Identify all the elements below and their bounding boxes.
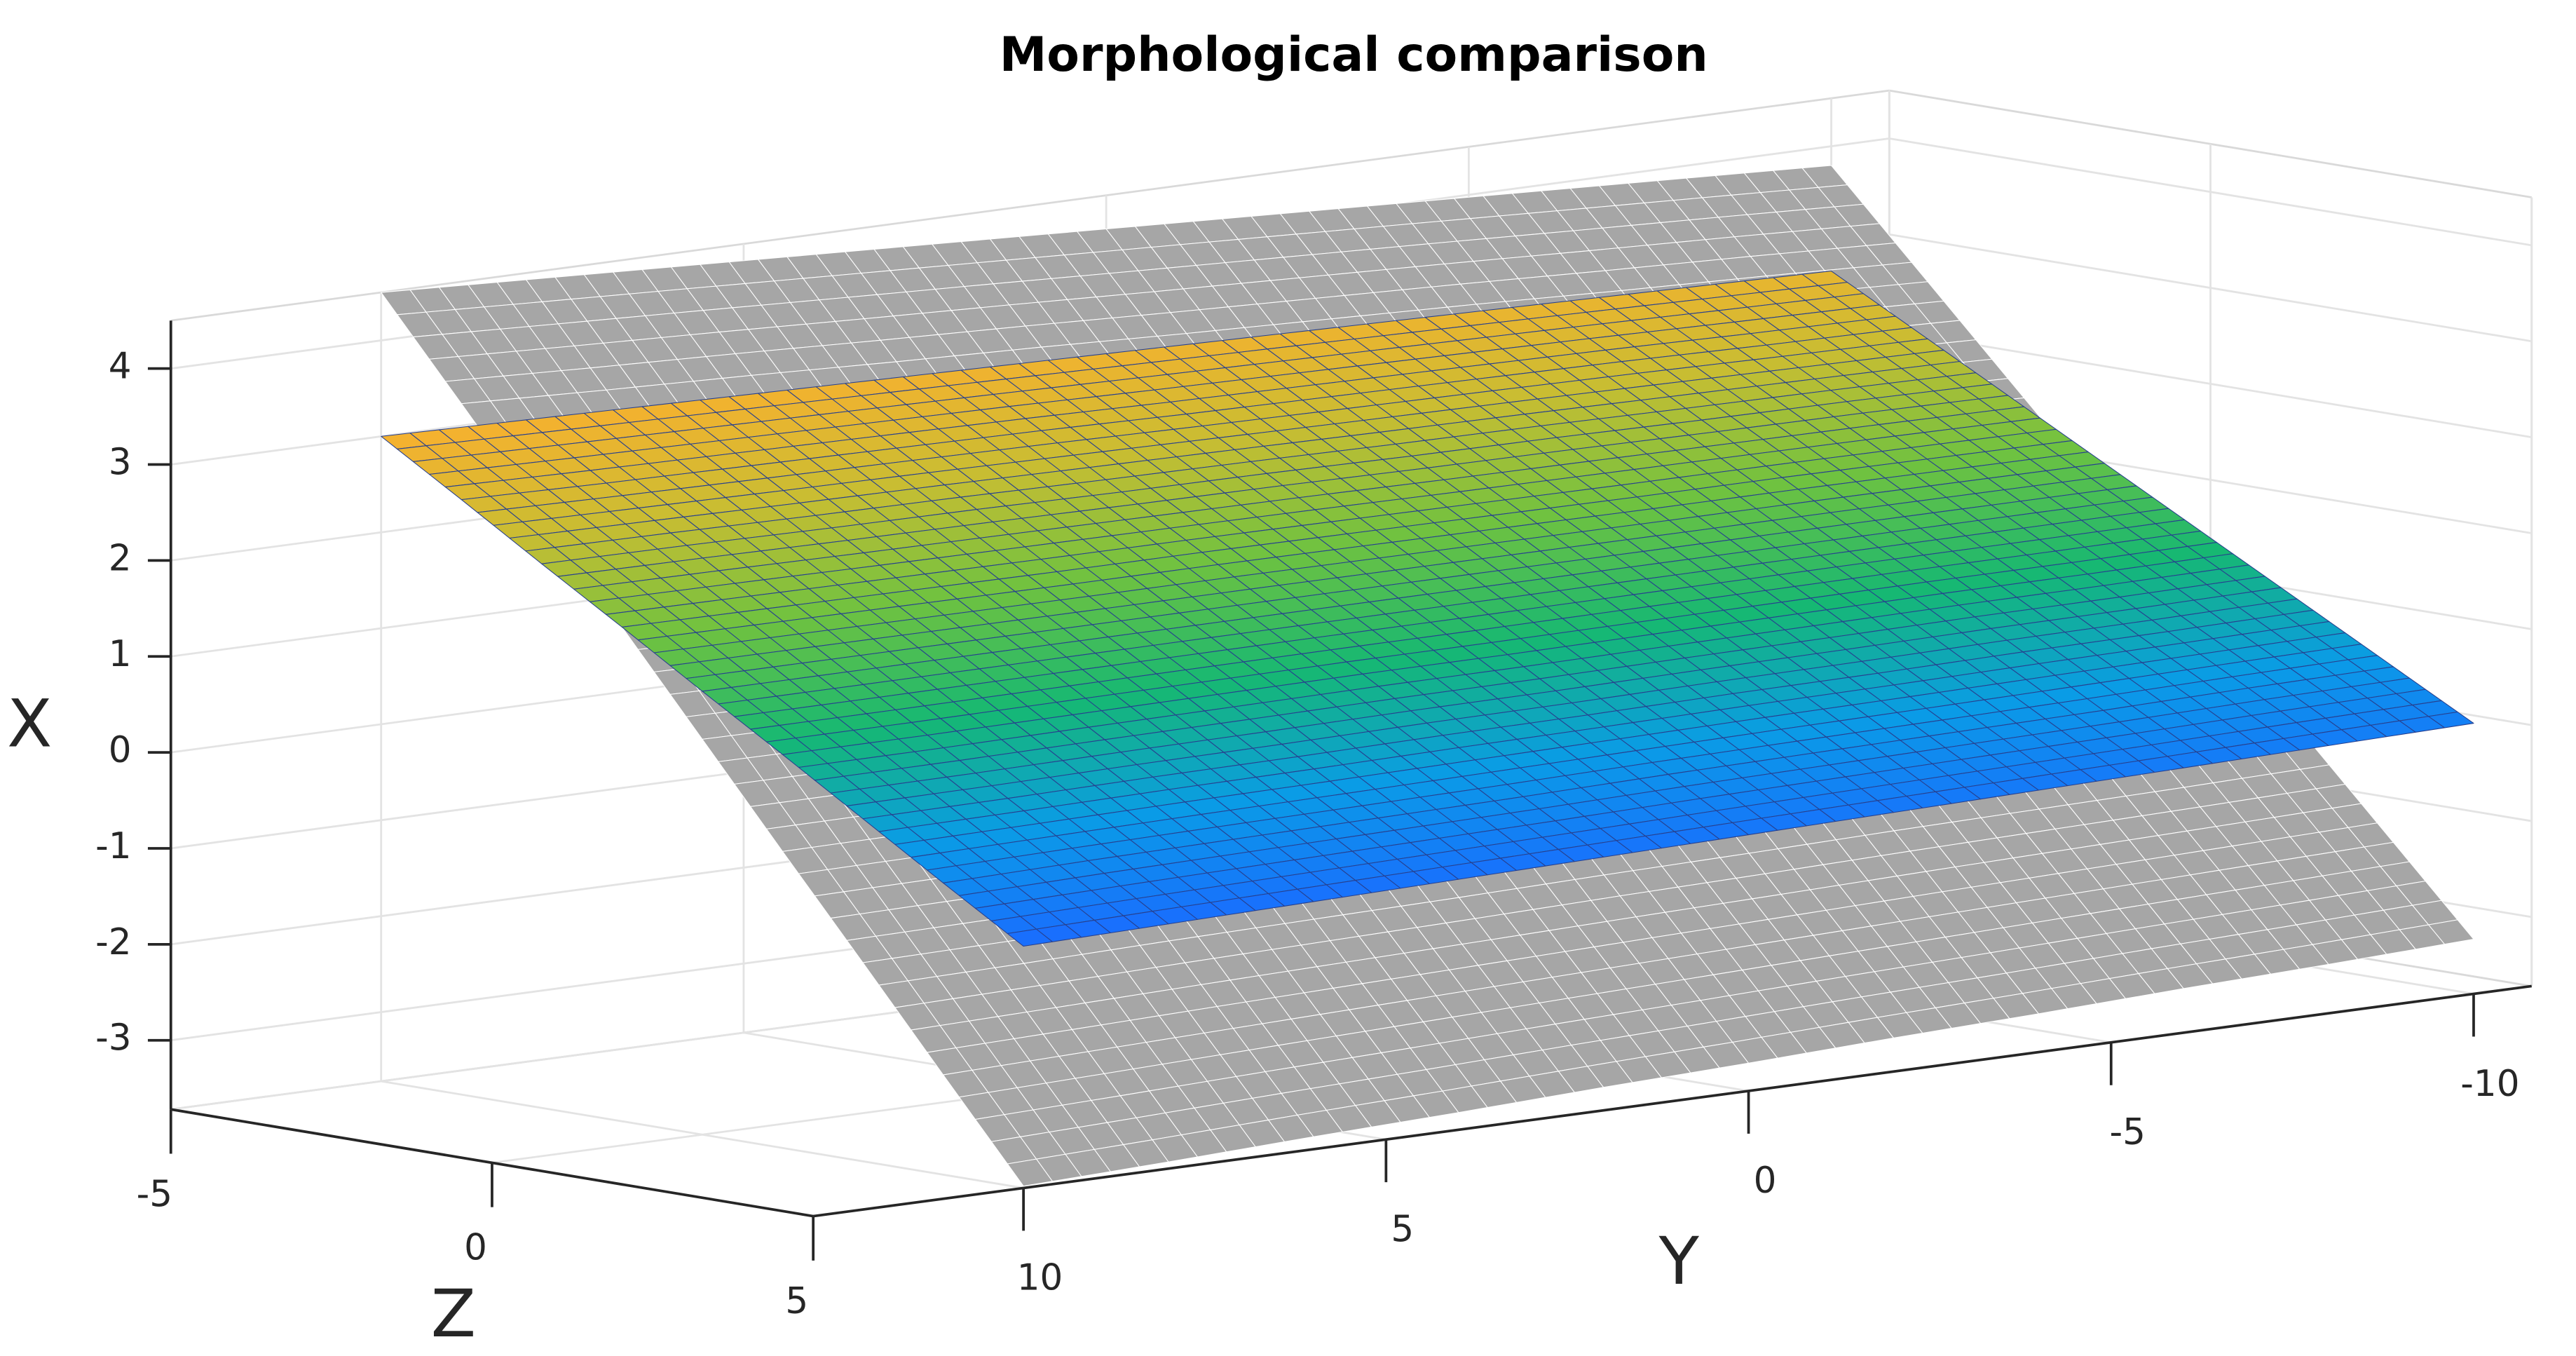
- y-tick-label: -10: [2460, 1063, 2519, 1105]
- x-axis-label: X: [7, 686, 52, 762]
- y-axis-line: [812, 984, 2532, 1218]
- z-axis-label: Z: [431, 1276, 476, 1352]
- x-tick-label: 4: [109, 346, 132, 388]
- z-tick-label: -5: [137, 1173, 172, 1215]
- z-tick-label: 0: [464, 1227, 487, 1269]
- y-tick-label: 10: [1017, 1257, 1063, 1299]
- x-tick-label: 2: [109, 537, 132, 579]
- surface-cell: [2428, 711, 2474, 728]
- y-tick-label: 5: [1391, 1208, 1414, 1250]
- x-tick-label: 1: [109, 633, 132, 675]
- box-edge: [170, 89, 1890, 322]
- z-tick-label: 5: [785, 1280, 808, 1322]
- surfaces: [381, 165, 2474, 1187]
- y-axis-label: Y: [1658, 1223, 1700, 1300]
- surface-cell: [2428, 919, 2474, 945]
- chart-title: Morphological comparison: [1000, 27, 1708, 83]
- x-tick-label: 0: [109, 729, 132, 771]
- x-tick-label: -1: [95, 825, 131, 867]
- x-tick-label: -3: [95, 1017, 131, 1059]
- y-tick-label: 0: [1754, 1160, 1777, 1202]
- y-tick-label: -5: [2109, 1111, 2145, 1153]
- x-tick-label: -2: [95, 921, 131, 963]
- x-tick-label: 3: [109, 442, 132, 484]
